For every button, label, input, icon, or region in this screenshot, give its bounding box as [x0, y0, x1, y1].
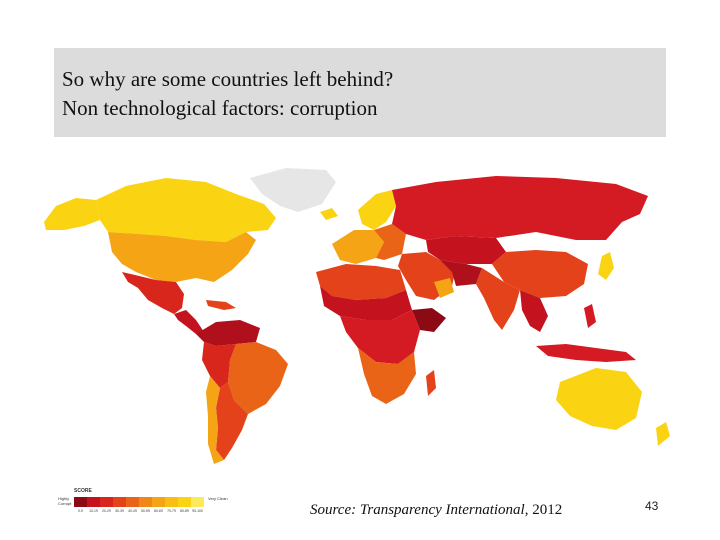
legend-range-label: 50-59: [141, 509, 150, 513]
region-sahel: [320, 286, 412, 320]
region-chile: [206, 376, 224, 464]
legend-range-label: 40-49: [128, 509, 137, 513]
legend-range-label: 70-79: [167, 509, 176, 513]
map-legend: SCORE Highly Corrupt Very Clean 0-9 10-1…: [58, 488, 228, 520]
region-greenland: [250, 168, 336, 212]
legend-range-label: 0-9: [78, 509, 83, 513]
source-label: Source: Transparency International: [310, 502, 525, 518]
legend-range-label: 20-29: [102, 509, 111, 513]
region-mexico: [122, 272, 184, 314]
source-citation: Source: Transparency International, 2012: [310, 502, 562, 519]
region-gulf: [434, 278, 454, 298]
region-canada: [96, 178, 276, 242]
legend-swatch-7: [152, 497, 165, 507]
legend-low-label: Highly Corrupt: [58, 496, 72, 506]
region-central-africa: [340, 310, 420, 364]
region-eastern-europe: [374, 224, 406, 260]
region-central-asia: [426, 236, 506, 264]
legend-range-label: 30-39: [115, 509, 124, 513]
legend-swatch-1: [74, 497, 87, 507]
legend-title: SCORE: [74, 488, 92, 494]
legend-high-label: Very Clean: [208, 496, 228, 501]
legend-swatch-2: [87, 497, 100, 507]
legend-swatch-9: [178, 497, 191, 507]
world-corruption-map: [44, 168, 670, 464]
region-iceland: [320, 208, 338, 220]
region-southeast-asia: [520, 290, 548, 332]
slide-title-line-1: So why are some countries left behind?: [62, 67, 394, 91]
legend-swatch-8: [165, 497, 178, 507]
region-philippines: [584, 304, 596, 328]
legend-range-label: 80-89: [180, 509, 189, 513]
legend-color-scale: [74, 497, 204, 507]
legend-swatch-4: [113, 497, 126, 507]
region-south-america-north: [196, 320, 260, 346]
legend-swatch-5: [126, 497, 139, 507]
region-north-africa: [316, 264, 406, 300]
source-year: , 2012: [524, 502, 563, 518]
slide-title-line-2: Non technological factors: corruption: [62, 96, 378, 120]
region-india: [476, 268, 520, 330]
region-china: [492, 250, 588, 298]
region-alaska: [44, 198, 100, 230]
region-southern-africa: [358, 348, 416, 404]
region-brazil: [228, 342, 288, 414]
legend-swatch-3: [100, 497, 113, 507]
page-number: 43: [645, 499, 659, 513]
region-usa: [108, 232, 256, 282]
region-andes: [202, 342, 236, 388]
region-indonesia: [536, 344, 636, 362]
region-australia: [556, 368, 642, 430]
region-madagascar: [426, 370, 436, 396]
legend-swatch-10: [191, 497, 204, 507]
legend-range-labels: 0-9 10-19 20-29 30-39 40-49 50-59 60-69 …: [74, 509, 204, 513]
region-russia: [392, 176, 648, 240]
region-western-europe: [332, 230, 384, 264]
legend-range-label: 90-100: [192, 509, 203, 513]
region-japan: [598, 252, 614, 280]
region-new-zealand: [656, 422, 670, 446]
region-argentina: [216, 382, 248, 460]
region-horn-of-africa: [412, 308, 446, 332]
region-caribbean: [206, 300, 236, 310]
region-iran-afghanistan: [440, 260, 482, 286]
title-box: So why are some countries left behind? N…: [54, 48, 666, 137]
legend-range-label: 10-19: [89, 509, 98, 513]
region-central-america: [174, 310, 204, 334]
region-scandinavia: [358, 190, 396, 230]
legend-range-label: 60-69: [154, 509, 163, 513]
legend-swatch-6: [139, 497, 152, 507]
